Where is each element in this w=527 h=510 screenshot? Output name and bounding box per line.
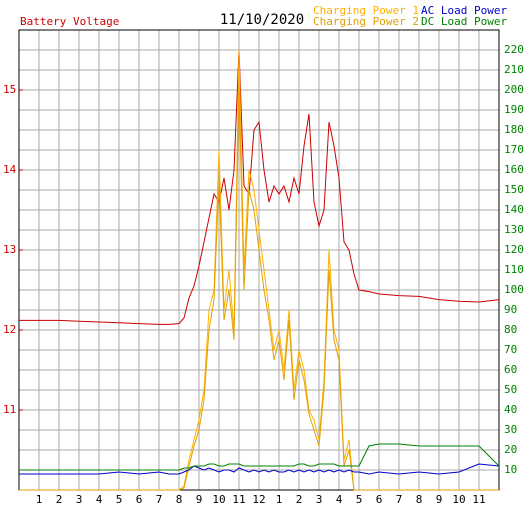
x-tick-label: 1: [276, 493, 283, 506]
x-tick-label: 7: [156, 493, 163, 506]
x-tick-label: 8: [176, 493, 183, 506]
x-tick-label: 1: [36, 493, 43, 506]
y2-tick-label: 180: [504, 123, 524, 136]
legend-label: Charging Power 2: [313, 15, 419, 28]
y2-tick-label: 80: [504, 323, 517, 336]
x-tick-label: 4: [336, 493, 343, 506]
y2-tick-label: 150: [504, 183, 524, 196]
x-tick-label: 11: [472, 493, 485, 506]
x-tick-label: 6: [136, 493, 143, 506]
x-tick-label: 10: [452, 493, 465, 506]
legend-label: DC Load Power: [421, 15, 507, 28]
y2-tick-label: 120: [504, 243, 524, 256]
x-tick-label: 5: [356, 493, 363, 506]
plot-frame: [18, 29, 500, 491]
y-tick-label: 15: [3, 83, 16, 96]
y2-tick-label: 220: [504, 43, 524, 56]
legend-label: Charging Power 1: [313, 4, 419, 17]
legend-label: AC Load Power: [421, 4, 507, 17]
x-tick-label: 4: [96, 493, 103, 506]
y2-tick-label: 20: [504, 443, 517, 456]
x-tick-label: 9: [196, 493, 203, 506]
y2-tick-label: 110: [504, 263, 524, 276]
x-tick-label: 6: [376, 493, 383, 506]
series-line: [19, 49, 500, 325]
series-line: [19, 463, 500, 475]
y-tick-label: 11: [3, 403, 16, 416]
x-tick-label: 7: [396, 493, 403, 506]
y2-tick-label: 160: [504, 163, 524, 176]
y2-tick-label: 190: [504, 103, 524, 116]
x-tick-label: 10: [212, 493, 225, 506]
x-tick-label: 2: [56, 493, 63, 506]
y2-tick-label: 200: [504, 83, 524, 96]
x-tick-label: 3: [76, 493, 83, 506]
y2-tick-label: 210: [504, 63, 524, 76]
y-tick-label: 13: [3, 243, 16, 256]
y2-tick-label: 130: [504, 223, 524, 236]
y2-tick-label: 90: [504, 303, 517, 316]
y2-tick-label: 60: [504, 363, 517, 376]
x-tick-label: 2: [296, 493, 303, 506]
y2-tick-label: 10: [504, 463, 517, 476]
x-tick-label: 12: [252, 493, 265, 506]
x-tick-label: 5: [116, 493, 123, 506]
legend-label: Battery Voltage: [20, 15, 119, 28]
y2-tick-label: 100: [504, 283, 524, 296]
y2-tick-label: 170: [504, 143, 524, 156]
series-line: [19, 89, 499, 491]
y2-tick-label: 40: [504, 403, 517, 416]
chart-title: 11/10/2020: [220, 12, 304, 28]
x-tick-label: 11: [232, 493, 245, 506]
x-tick-label: 3: [316, 493, 323, 506]
x-tick-label: 9: [436, 493, 443, 506]
y-tick-label: 14: [3, 163, 17, 176]
y2-tick-label: 140: [504, 203, 524, 216]
y-tick-label: 12: [3, 323, 16, 336]
y2-tick-label: 30: [504, 423, 517, 436]
y2-tick-label: 70: [504, 343, 517, 356]
y2-tick-label: 50: [504, 383, 517, 396]
series-line: [19, 443, 500, 471]
x-tick-label: 8: [416, 493, 423, 506]
